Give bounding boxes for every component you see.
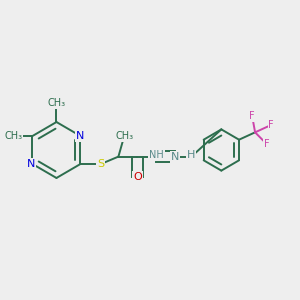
Text: N: N — [27, 159, 35, 169]
Text: CH₃: CH₃ — [115, 131, 133, 141]
Text: O: O — [133, 172, 142, 182]
Text: NH: NH — [149, 150, 164, 160]
Text: H: H — [187, 150, 196, 160]
Text: F: F — [264, 139, 270, 149]
Text: F: F — [249, 111, 255, 121]
Text: CH₃: CH₃ — [47, 98, 65, 108]
Text: F: F — [268, 120, 274, 130]
Text: N: N — [171, 152, 179, 162]
Text: S: S — [97, 159, 104, 169]
Text: N: N — [76, 131, 85, 141]
Text: CH₃: CH₃ — [4, 131, 22, 141]
